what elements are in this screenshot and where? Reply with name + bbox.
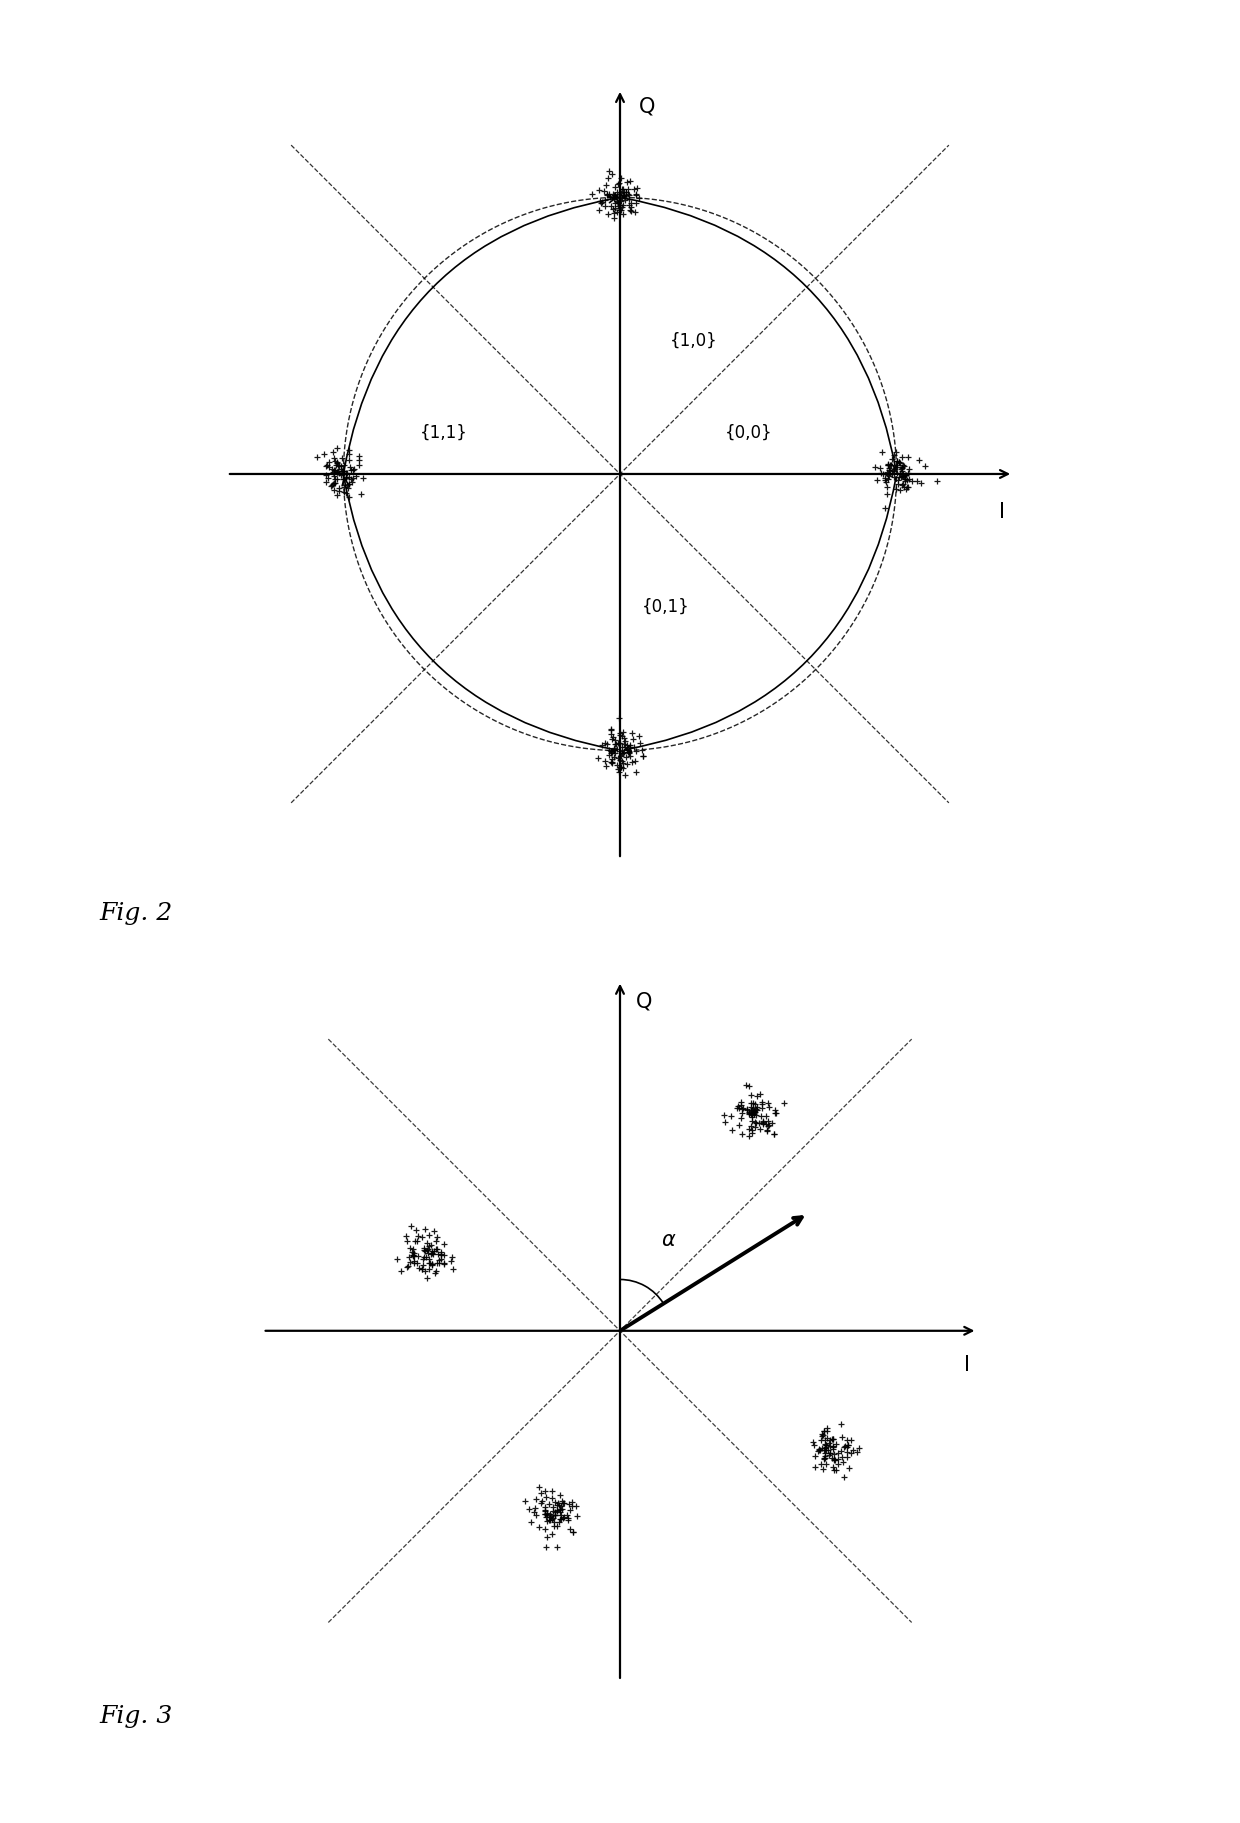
Text: Fig. 2: Fig. 2	[99, 902, 172, 926]
Text: I: I	[999, 501, 1004, 521]
Text: Q: Q	[636, 992, 652, 1012]
Text: Fig. 3: Fig. 3	[99, 1705, 172, 1728]
Text: I: I	[963, 1354, 970, 1375]
Text: {0,1}: {0,1}	[642, 598, 689, 616]
Text: {1,0}: {1,0}	[670, 332, 718, 350]
Text: $\alpha$: $\alpha$	[661, 1231, 676, 1251]
Text: Q: Q	[640, 97, 656, 117]
Text: {0,0}: {0,0}	[725, 423, 773, 441]
Text: {1,1}: {1,1}	[420, 423, 467, 441]
